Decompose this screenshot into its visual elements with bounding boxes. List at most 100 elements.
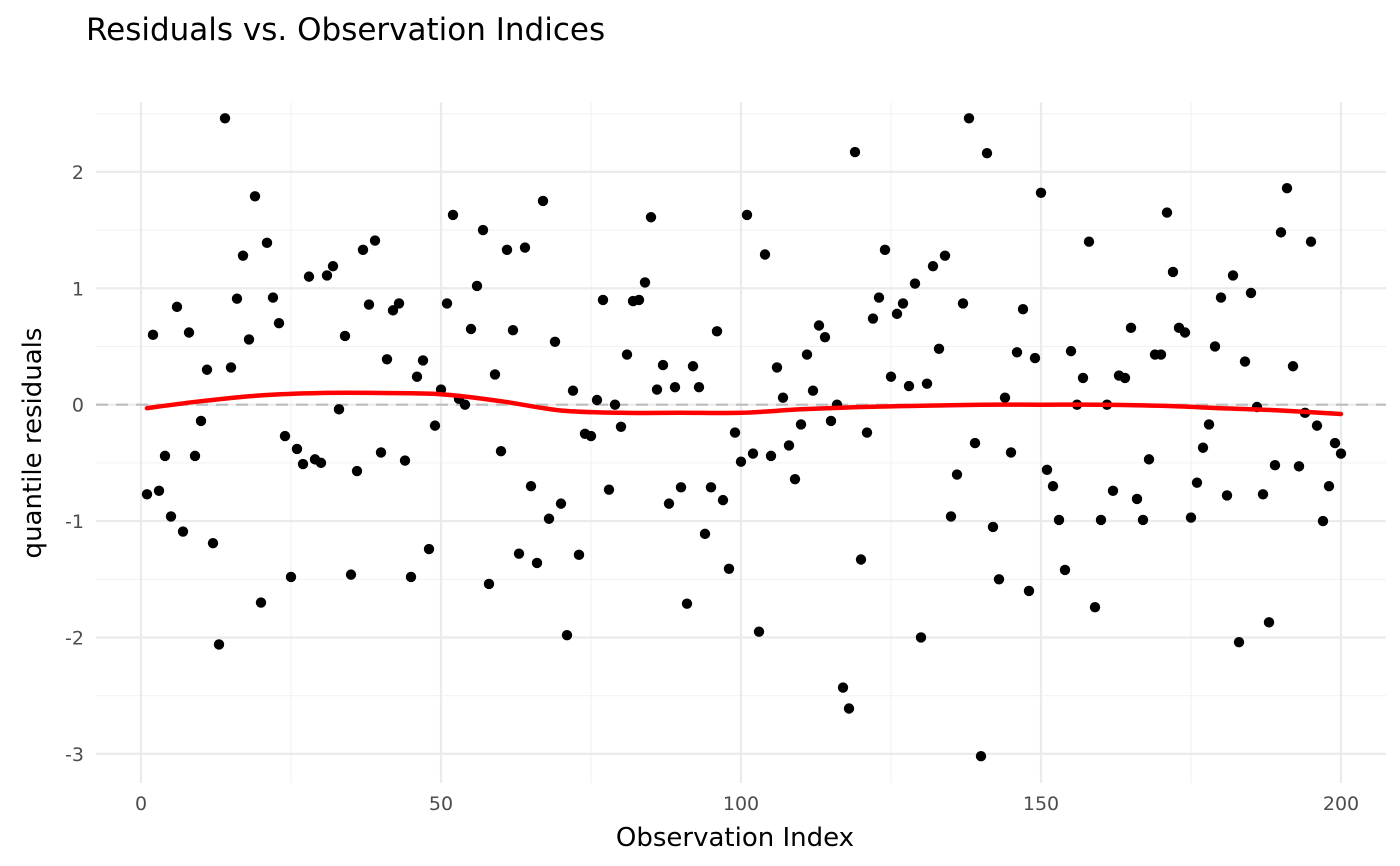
residual-point xyxy=(1209,341,1221,352)
residual-point xyxy=(891,308,903,320)
residual-point xyxy=(1083,236,1095,247)
residual-point xyxy=(1323,480,1335,492)
residual-point xyxy=(1023,585,1035,597)
residual-point xyxy=(903,380,915,392)
residual-point xyxy=(1305,236,1317,247)
residual-point xyxy=(195,415,207,427)
residual-point xyxy=(201,364,213,375)
residual-point xyxy=(837,682,849,693)
residual-point xyxy=(429,420,441,431)
residual-point xyxy=(285,571,297,583)
residual-point xyxy=(1257,489,1269,500)
residual-point xyxy=(999,392,1011,403)
residual-point xyxy=(1263,617,1275,628)
residual-point xyxy=(393,298,405,309)
residual-point xyxy=(1011,347,1023,358)
residual-point xyxy=(339,330,351,342)
residual-point xyxy=(459,399,471,410)
residual-point xyxy=(819,331,831,343)
residual-point xyxy=(1221,490,1233,501)
residual-point xyxy=(351,465,363,477)
residual-point xyxy=(423,543,435,555)
residual-point xyxy=(1047,480,1059,492)
residual-point xyxy=(561,629,573,641)
residual-point xyxy=(549,336,561,348)
residual-point xyxy=(255,597,267,608)
residual-point xyxy=(555,498,567,509)
residual-point xyxy=(585,430,597,442)
residual-point xyxy=(669,382,681,393)
residual-point xyxy=(969,437,981,449)
residual-point xyxy=(1233,636,1245,648)
residual-point xyxy=(165,511,177,522)
residual-point xyxy=(717,494,729,506)
residual-point xyxy=(657,359,669,371)
y-axis-title: quantile residuals xyxy=(18,328,48,559)
residual-point xyxy=(1035,187,1047,198)
residual-point xyxy=(189,450,201,462)
residual-point xyxy=(507,324,519,336)
residual-point xyxy=(753,626,765,637)
residual-point xyxy=(813,320,825,331)
residual-point xyxy=(801,349,813,360)
residual-point xyxy=(765,450,777,462)
residual-point xyxy=(291,443,303,455)
residual-point xyxy=(327,260,339,272)
residual-point xyxy=(333,404,345,415)
residual-point xyxy=(759,249,771,260)
residual-point xyxy=(261,237,273,249)
residual-point xyxy=(399,455,411,466)
residual-point xyxy=(375,447,387,458)
residual-point xyxy=(411,371,423,382)
residual-point xyxy=(1335,448,1347,459)
residual-point xyxy=(681,598,693,609)
residual-point xyxy=(273,317,285,329)
residual-point xyxy=(501,244,513,256)
residual-point xyxy=(591,394,603,406)
grid-lines xyxy=(96,102,1386,783)
residual-point xyxy=(1215,292,1227,303)
residual-point xyxy=(987,521,999,533)
residual-point xyxy=(1161,207,1173,218)
residual-point xyxy=(1329,437,1341,449)
residual-point xyxy=(1137,514,1149,526)
residual-point xyxy=(237,250,249,261)
y-axis-tick-labels: -3 -2 -1 0 1 2 xyxy=(65,162,84,766)
residual-point xyxy=(537,195,549,207)
residual-point xyxy=(1281,182,1293,194)
residual-point xyxy=(603,484,615,495)
residual-point xyxy=(183,327,195,338)
residual-point xyxy=(651,384,663,395)
residual-point xyxy=(909,278,921,289)
residual-point xyxy=(249,191,261,202)
residual-point xyxy=(993,574,1005,585)
residual-point xyxy=(699,528,711,540)
residual-point xyxy=(981,148,993,159)
residual-point xyxy=(1293,461,1305,472)
residual-point xyxy=(705,482,717,493)
residual-point xyxy=(723,563,735,575)
residual-point xyxy=(465,323,477,335)
residual-point xyxy=(975,751,987,762)
residual-point xyxy=(519,242,531,253)
residual-point xyxy=(1125,322,1137,334)
residual-point xyxy=(789,473,801,485)
residual-point xyxy=(645,212,657,223)
residual-point xyxy=(945,511,957,522)
residual-point xyxy=(693,382,705,393)
residual-point xyxy=(171,301,183,313)
residual-point xyxy=(441,298,453,309)
residual-point xyxy=(381,354,393,365)
residual-point xyxy=(867,313,879,324)
residual-point xyxy=(477,224,489,236)
residual-point xyxy=(1155,349,1167,360)
chart-title: Residuals vs. Observation Indices xyxy=(86,12,605,48)
y-tick-label: -2 xyxy=(65,627,84,649)
residual-point xyxy=(741,209,753,221)
residual-point xyxy=(573,549,585,561)
residual-point xyxy=(915,632,927,643)
residual-point xyxy=(921,378,933,389)
residual-point xyxy=(663,498,675,509)
residual-point xyxy=(387,305,399,316)
